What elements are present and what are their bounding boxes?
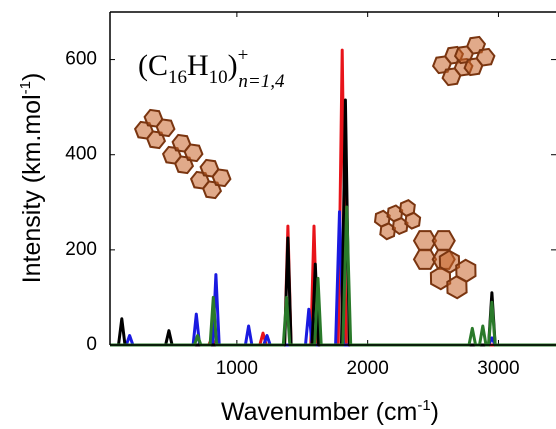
- molecule: [161, 133, 204, 175]
- x-tick-label: 3000: [477, 358, 519, 379]
- ring: [431, 230, 456, 252]
- ring: [463, 57, 484, 77]
- molecule: [453, 35, 496, 77]
- annotation-part: n=1,4: [238, 71, 285, 92]
- annotation-part: (C: [138, 49, 168, 82]
- annotation-part: H: [187, 49, 209, 82]
- label-part: -1: [417, 397, 430, 414]
- annotation-part: +: [238, 45, 249, 66]
- ring: [155, 118, 176, 138]
- label-part: ): [431, 398, 439, 426]
- ring: [379, 222, 397, 241]
- molecule: [429, 249, 477, 300]
- label-part: Intensity (km.mol: [18, 94, 46, 283]
- molecule: [373, 199, 422, 241]
- label-part: ): [18, 73, 46, 81]
- x-tick-label: 2000: [347, 358, 389, 379]
- ring: [404, 211, 422, 230]
- ring: [412, 248, 438, 270]
- y-axis-label: Intensity (km.mol-1): [17, 73, 46, 284]
- spectrum-line: [110, 205, 556, 347]
- molecule: [189, 158, 232, 200]
- ring: [441, 67, 462, 87]
- annotation-part: 16: [168, 67, 187, 88]
- y-tick-label: 200: [65, 239, 97, 260]
- annotation: (C16H10)+ n=1,4: [138, 45, 285, 92]
- y-tick-label: 0: [86, 334, 97, 355]
- x-tick-label: 1000: [216, 358, 258, 379]
- ring: [429, 266, 452, 291]
- y-tick-label: 400: [65, 144, 97, 165]
- annotation-part: 10: [209, 67, 228, 88]
- label-part: Wavenumber (cm: [221, 398, 417, 426]
- molecule: [133, 108, 176, 150]
- label-part: -1: [17, 81, 34, 94]
- ring: [211, 168, 232, 188]
- annotation-part: ): [228, 49, 238, 82]
- ring: [391, 216, 409, 236]
- spectrum-line: [110, 48, 556, 347]
- ring: [446, 275, 468, 300]
- x-axis-label: Wavenumber (cm-1): [221, 397, 439, 426]
- molecule-illustrations: [133, 35, 496, 300]
- y-tick-label: 600: [65, 49, 97, 70]
- ring: [183, 143, 204, 163]
